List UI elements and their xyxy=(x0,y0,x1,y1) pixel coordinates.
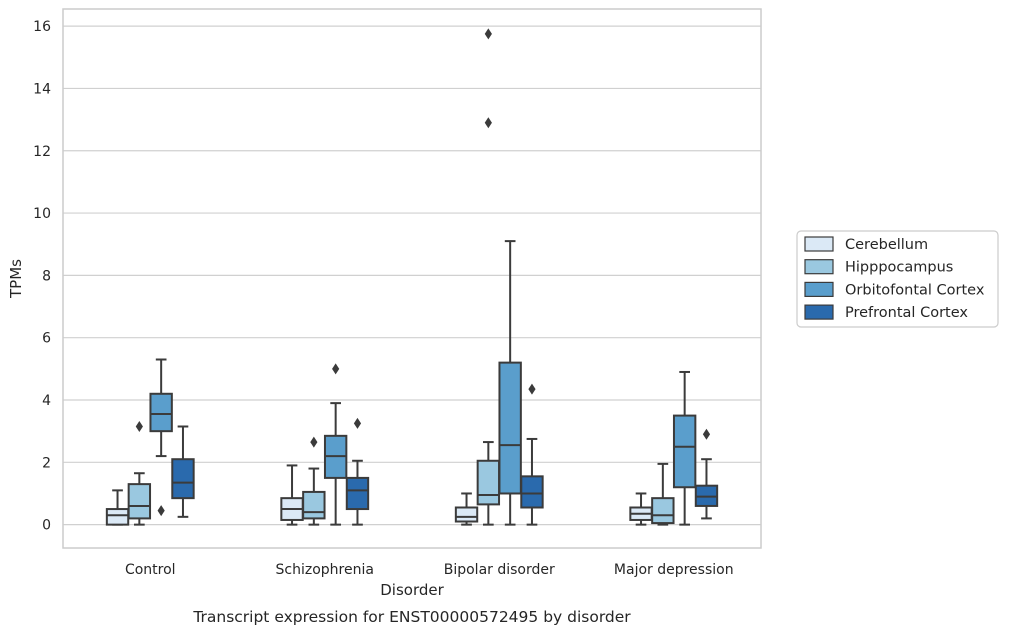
box-1-3 xyxy=(345,417,370,526)
y-tick-label: 8 xyxy=(42,268,51,284)
box-2-2 xyxy=(498,240,522,526)
iqr-box xyxy=(149,392,173,433)
x-tick-label: Major depression xyxy=(614,562,734,578)
iqr-box xyxy=(651,497,675,525)
y-tick-label: 16 xyxy=(33,19,51,35)
plot-frame xyxy=(62,8,762,549)
box-0-2 xyxy=(149,358,173,517)
x-tick-label: Schizophrenia xyxy=(276,562,374,578)
chart-caption: Transcript expression for ENST0000057249… xyxy=(192,608,631,626)
y-tick-label: 0 xyxy=(42,518,51,534)
x-tick-label: Bipolar disorder xyxy=(444,562,555,578)
box-1-1 xyxy=(302,436,326,526)
iqr-box xyxy=(171,458,195,500)
iqr-box xyxy=(498,361,522,495)
outlier-point xyxy=(484,28,492,40)
legend-label: Prefrontal Cortex xyxy=(845,305,968,321)
box-0-1 xyxy=(127,420,152,526)
x-axis-label: Disorder xyxy=(380,581,444,599)
legend: Cerebellum Hipppocampus Orbitofontal Corte… xyxy=(796,230,999,328)
y-tick-label: 2 xyxy=(42,455,51,471)
legend-swatch xyxy=(804,236,834,252)
y-tick-label: 14 xyxy=(33,81,51,97)
iqr-box xyxy=(672,414,697,489)
box-3-2 xyxy=(672,370,697,526)
legend-swatch xyxy=(804,281,834,297)
box-2-3 xyxy=(520,383,544,526)
box-1-0 xyxy=(280,464,304,526)
iqr-box xyxy=(454,506,479,523)
box-0-3 xyxy=(171,425,195,518)
legend-swatch xyxy=(804,259,834,275)
legend-label: Cerebellum xyxy=(845,237,928,253)
iqr-box xyxy=(520,475,544,509)
box-3-3 xyxy=(694,428,719,520)
outlier-point xyxy=(528,383,536,395)
y-tick-label: 10 xyxy=(33,206,51,222)
outlier-point xyxy=(135,420,143,432)
iqr-box xyxy=(302,490,326,520)
legend-frame xyxy=(796,230,999,328)
y-axis-label: TPMs xyxy=(7,259,25,299)
legend-label: Orbitofontal Cortex xyxy=(845,282,985,298)
y-tick-label: 4 xyxy=(42,393,51,409)
outlier-point xyxy=(353,417,362,429)
outlier-point xyxy=(332,363,340,375)
legend-swatch xyxy=(804,304,834,320)
box-2-1 xyxy=(476,28,501,526)
box-series xyxy=(105,28,719,526)
outlier-point xyxy=(157,505,165,517)
outlier-point xyxy=(310,436,318,448)
gridlines xyxy=(63,25,761,526)
legend-label: Hipppocampus xyxy=(845,260,953,276)
box-3-1 xyxy=(651,462,675,526)
y-tick-label: 12 xyxy=(33,144,51,160)
box-2-0 xyxy=(454,492,479,526)
y-tick-label: 6 xyxy=(42,331,51,347)
iqr-box xyxy=(127,483,152,520)
iqr-box xyxy=(476,459,501,506)
y-tick-labels: 0 2 4 6 8 10 12 14 16 xyxy=(33,19,51,533)
iqr-box xyxy=(105,508,130,526)
outlier-point xyxy=(702,428,711,440)
x-tick-labels: Control Schizophrenia Bipolar disorder Majo… xyxy=(125,562,734,578)
iqr-box xyxy=(345,476,370,511)
x-tick-label: Control xyxy=(125,562,176,578)
box-0-0 xyxy=(105,489,130,526)
box-1-2 xyxy=(323,363,348,526)
outlier-point xyxy=(484,117,492,129)
